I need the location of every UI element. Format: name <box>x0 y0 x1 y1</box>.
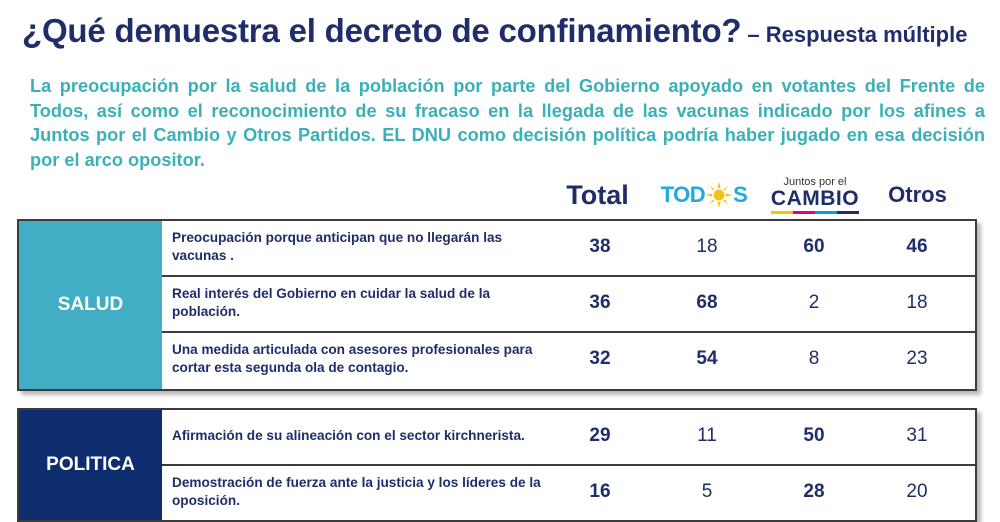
value-jxc: 28 <box>803 481 825 502</box>
value-jxc: 8 <box>808 348 820 369</box>
title-subtitle: – Respuesta múltiple <box>747 22 968 47</box>
value-otros: 31 <box>906 425 928 446</box>
description: La preocupación por la salud de la pobla… <box>30 74 985 172</box>
row-label: Real interés del Gobierno en cuidar la s… <box>172 286 491 319</box>
jxc-logo-stripes <box>771 211 859 214</box>
value-otros: 46 <box>906 236 928 257</box>
value-total: 32 <box>589 348 611 369</box>
value-total: 29 <box>589 425 611 446</box>
table-row: Demostración de fuerza ante la justicia … <box>162 464 975 518</box>
value-todos: 18 <box>696 236 718 257</box>
value-total: 16 <box>589 481 611 502</box>
todos-logo-right: S <box>733 182 748 207</box>
description-text: La preocupación por la salud de la pobla… <box>30 76 985 170</box>
title-main: ¿Qué demuestra el decreto de confinamien… <box>22 12 742 49</box>
category-politica: POLITICA <box>19 410 162 520</box>
row-label: Demostración de fuerza ante la justicia … <box>172 475 541 508</box>
category-salud: SALUD <box>19 221 162 389</box>
row-label: Una medida articulada con asesores profe… <box>172 342 533 375</box>
value-jxc: 60 <box>803 236 825 257</box>
row-label: Preocupación porque anticipan que no lle… <box>172 230 503 263</box>
value-todos: 5 <box>701 481 713 502</box>
jxc-logo-top: Juntos por el <box>783 176 847 188</box>
group-politica: POLITICA Afirmación de su alineación con… <box>17 408 977 522</box>
group-salud: SALUD Preocupación porque anticipan que … <box>17 219 977 391</box>
table-row: Una medida articulada con asesores profe… <box>162 331 975 385</box>
value-todos: 11 <box>697 425 717 446</box>
column-header-jxc: Juntos por el CAMBIO <box>765 175 865 215</box>
value-otros: 18 <box>906 292 928 313</box>
column-header-otros: Otros <box>888 182 947 207</box>
value-otros: 23 <box>906 348 928 369</box>
jxc-logo-bottom: CAMBIO <box>770 187 860 210</box>
value-otros: 20 <box>906 481 928 502</box>
value-jxc: 50 <box>803 425 825 446</box>
value-todos: 54 <box>696 348 718 369</box>
value-total: 36 <box>589 292 611 313</box>
value-jxc: 2 <box>808 292 820 313</box>
column-header-todos: TOD S <box>648 175 760 215</box>
sun-icon <box>706 182 733 208</box>
table-row: Afirmación de su alineación con el secto… <box>162 410 975 462</box>
column-header-total: Total <box>566 179 629 210</box>
table-row: Real interés del Gobierno en cuidar la s… <box>162 275 975 329</box>
todos-logo: TOD S <box>661 182 748 208</box>
todos-logo-left: TOD <box>660 182 706 207</box>
value-todos: 68 <box>696 292 718 313</box>
table-row: Preocupación porque anticipan que no lle… <box>162 221 975 273</box>
row-label: Afirmación de su alineación con el secto… <box>172 428 525 443</box>
value-total: 38 <box>589 236 611 257</box>
page-title: ¿Qué demuestra el decreto de confinamien… <box>22 12 997 50</box>
